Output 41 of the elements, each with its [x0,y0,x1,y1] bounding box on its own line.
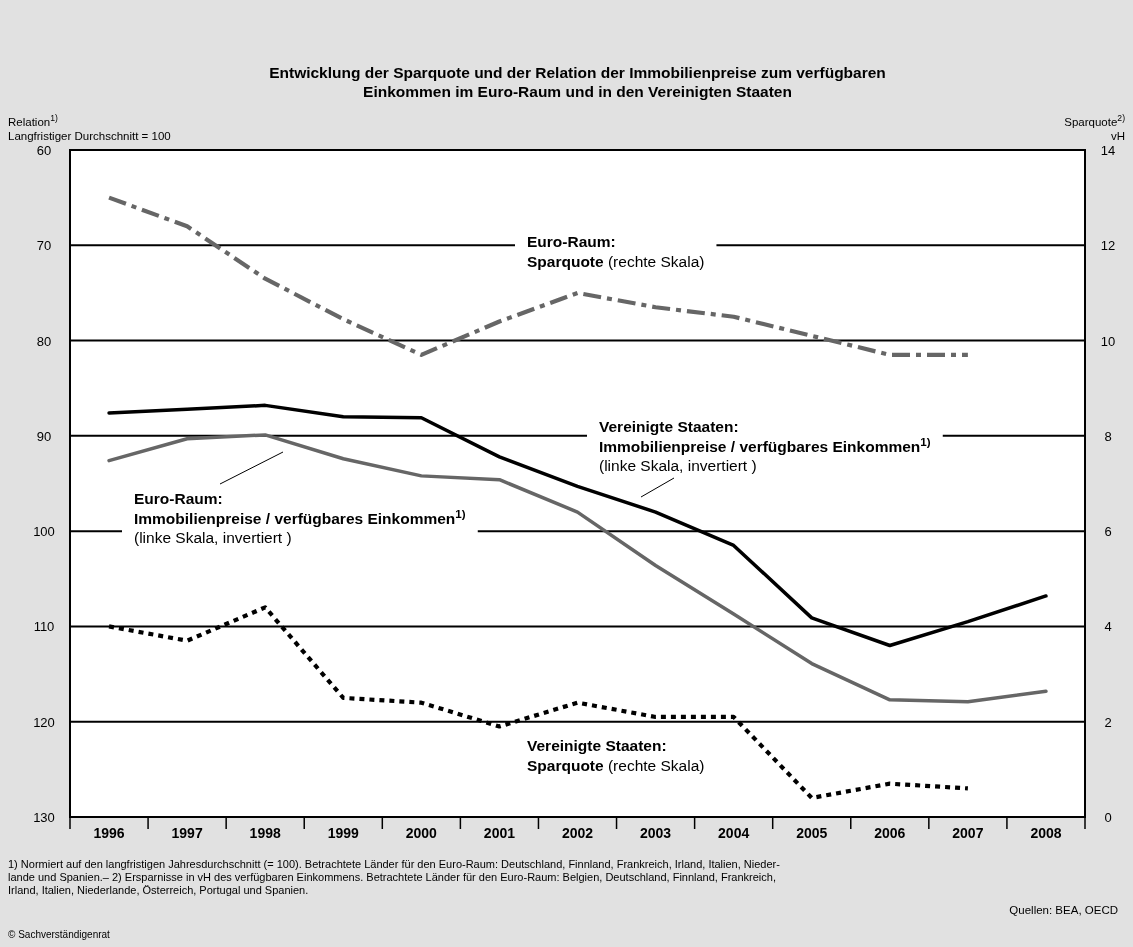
chart-title: Entwicklung der Sparquote und der Relation der Immobilienpreise zum verfügbaren Einkommen im Euro-Raum und in den Vereinigten Staaten [269,64,886,100]
x-tick-label: 2007 [952,825,984,841]
y2-tick-label: 8 [1104,428,1112,444]
x-tick-label: 1998 [249,825,281,841]
series-label: Vereinigte Staaten: Sparquote (rechte Skala) [527,737,705,774]
y-tick-label: 100 [33,524,55,540]
y-tick-label: 120 [33,714,55,730]
y2-tick-label: 0 [1104,810,1112,825]
line-series [107,433,1048,704]
x-tick-label: 2008 [1030,825,1062,841]
y-tick-label: 70 [36,238,52,254]
line-series [106,195,970,357]
x-tick-label: 2006 [874,825,906,841]
y-tick-label: 110 [33,619,55,635]
x-tick-label: 2004 [718,825,750,841]
y2-tick-label: 6 [1104,524,1112,540]
x-tick-label: 2000 [405,825,438,841]
x-tick-label: 2005 [796,825,828,841]
x-tick-label: 2002 [561,825,594,841]
y2-tick-label: 14 [1100,143,1116,158]
y-tick-label: 90 [36,428,52,444]
y-tick-label: 130 [33,810,55,825]
source-note: Quellen: BEA, OECD [1009,904,1118,916]
text: © Sachverständigenrat [8,929,111,940]
text: Euro-Raum: Immobilienpreise / verfügbares Einkommen$^{1)}$ (linke Skala, invertiert ) [134,490,466,546]
x-tick-label: 2001 [483,825,516,841]
y2-tick-label: 2 [1104,714,1112,730]
text: 1) Normiert auf den langfristigen Jahresdurchschnitt (= 100). Betrachtete Länder für den Euro-Raum: Deutschland, Finnland, Frankreich, Irland, Italien, Nieder- lande und Spanien.– 2) Ersparnisse in vH des verfügbaren Einkommens. Betrachtete Länder für den Euro-Raum: Belgien, Deutschland, Finnland, Frankreich, Irland, Italien, Niederlande, Österreich, Portugal und Spanien. [8,858,781,896]
y-tick-label: 60 [36,143,52,158]
text: Vereinigte Staaten: Immobilienpreise / verfügbares Einkommen$^{1)}$ (linke Skala, invertiert ) [599,418,931,474]
x-tick-label: 1997 [171,825,203,841]
x-tick-label: 1999 [327,825,360,841]
y2-axis-title: Sparquote$^{2)}$ vH [1064,113,1126,142]
y-tick-label: 80 [36,333,52,349]
x-tick-label: 2003 [640,825,672,841]
x-tick-label: 1996 [93,825,125,841]
y2-tick-label: 12 [1100,238,1116,254]
text: Euro-Raum: Sparquote (rechte Skala) [527,233,705,270]
y-axis-title: Relation$^{1)}$ Langfristiger Durchschnitt = 100 [8,113,171,142]
y2-tick-label: 4 [1104,619,1112,635]
y2-tick-label: 10 [1100,333,1116,349]
